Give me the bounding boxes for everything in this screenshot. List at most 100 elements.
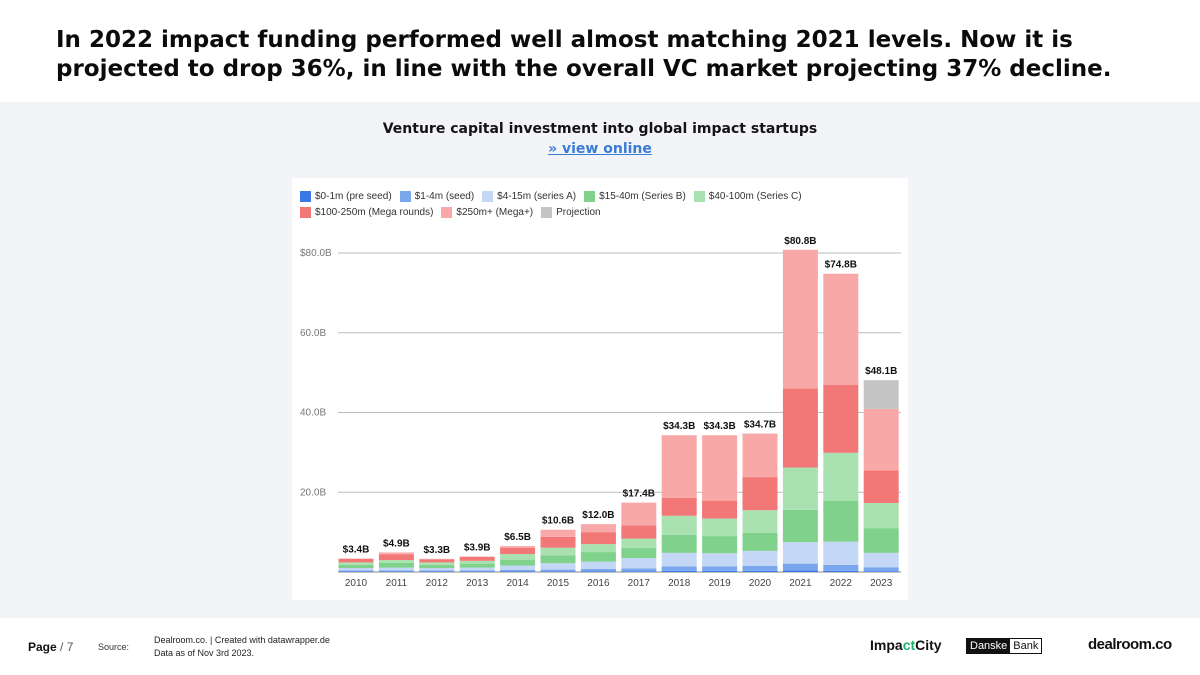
logo-text-highlight: ct <box>902 637 916 653</box>
bar-segment-pre_seed <box>863 571 899 572</box>
bar-segment-series_c <box>580 544 616 553</box>
bar-segment-pre_seed <box>782 570 818 572</box>
bar-total-label: $34.7B <box>744 420 776 431</box>
x-tick-label: 2022 <box>830 578 853 589</box>
bar-segment-series_c <box>661 515 697 535</box>
bar-segment-series_c <box>702 518 738 537</box>
bar-segment-mega <box>419 559 455 563</box>
page-label: Page <box>28 640 57 654</box>
bar-total-label: $12.0B <box>582 510 614 521</box>
legend-label: $40-100m (Series C) <box>708 191 802 202</box>
bar-segment-seed <box>338 570 374 572</box>
slide-title: In 2022 impact funding performed well al… <box>56 27 1112 82</box>
bar-segment-mega <box>500 547 536 555</box>
bar-segment-seed <box>419 570 455 572</box>
bar-segment-series_a <box>742 550 778 567</box>
bar-segment-series_a <box>459 567 495 571</box>
bar-segment-series_a <box>540 563 576 570</box>
bar-segment-mega_plus <box>540 529 576 537</box>
bar-segment-seed <box>621 568 657 572</box>
bar-segment-seed <box>782 563 818 571</box>
bar-segment-mega_plus <box>378 552 414 555</box>
bar-segment-pre_seed <box>702 570 738 572</box>
bar-segment-seed <box>580 568 616 572</box>
bar-segment-mega <box>621 525 657 539</box>
bar-segment-series_b <box>661 534 697 553</box>
x-tick-label: 2016 <box>587 578 610 589</box>
logo-text: Bank <box>1010 639 1042 653</box>
bar-segment-series_b <box>419 564 455 569</box>
source-text: Dealroom.co. | Created with datawrapper.… <box>154 634 330 660</box>
legend-label: $250m+ (Mega+) <box>456 207 534 218</box>
bar-segment-series_a <box>782 542 818 564</box>
bar-total-label: $3.9B <box>464 542 491 553</box>
bar-segment-seed <box>540 569 576 572</box>
y-tick-label: 60.0B <box>300 328 326 339</box>
legend-row: $100-250m (Mega rounds) $250m+ (Mega+) P… <box>300 205 900 220</box>
bar-segment-mega <box>338 558 374 563</box>
bar-segment-mega_plus <box>782 249 818 389</box>
legend-item-series-b: $15-40m (Series B) <box>584 189 686 204</box>
x-tick-label: 2017 <box>628 578 651 589</box>
bar-segment-series_b <box>338 564 374 569</box>
bar-segment-seed <box>378 570 414 572</box>
logo-text: City <box>915 637 942 653</box>
danske-bank-logo: Danske Bank <box>966 638 1043 654</box>
x-tick-label: 2021 <box>789 578 812 589</box>
legend-item-pre-seed: $0-1m (pre seed) <box>300 189 392 204</box>
bar-segment-series_b <box>742 532 778 551</box>
bar-segment-series_c <box>540 547 576 556</box>
y-tick-label: 40.0B <box>300 408 326 419</box>
x-tick-label: 2015 <box>547 578 570 589</box>
bar-segment-series_a <box>702 553 738 567</box>
legend-label: $1-4m (seed) <box>414 191 475 202</box>
bar-total-label: $10.6B <box>542 516 574 527</box>
bar-segment-series_c <box>782 467 818 510</box>
bar-segment-series_b <box>500 559 536 566</box>
legend-label: $4-15m (series A) <box>497 191 577 202</box>
dealroom-logo: dealroom.co <box>1088 636 1172 653</box>
bar-segment-mega <box>540 536 576 548</box>
source-line: Dealroom.co. | Created with datawrapper.… <box>154 635 330 645</box>
bar-segment-series_c <box>823 452 859 501</box>
bar-segment-mega <box>823 384 859 453</box>
x-tick-label: 2014 <box>506 578 529 589</box>
page-total: / 7 <box>60 640 74 654</box>
bar-segment-mega <box>782 388 818 468</box>
bar-segment-series_b <box>378 562 414 568</box>
legend-swatch-series-b <box>584 191 596 202</box>
view-online-link[interactable]: » view online <box>548 141 652 157</box>
legend-label: Projection <box>556 207 601 218</box>
bar-segment-series_c <box>419 562 455 565</box>
source-label: Source: <box>98 642 130 652</box>
bar-total-label: $48.1B <box>865 366 897 377</box>
bar-segment-seed <box>459 570 495 572</box>
bar-total-label: $3.4B <box>343 544 370 555</box>
source-date: Data as of Nov 3rd 2023. <box>154 648 255 658</box>
bar-segment-pre_seed <box>742 570 778 572</box>
bar-segment-series_c <box>621 538 657 549</box>
bar-total-label: $34.3B <box>663 421 695 432</box>
legend-item-mega: $100-250m (Mega rounds) <box>300 205 433 220</box>
bar-segment-series_b <box>782 509 818 543</box>
bar-segment-series_a <box>338 568 374 571</box>
bar-segment-mega <box>702 500 738 519</box>
bar-segment-mega_plus <box>621 502 657 526</box>
bar-segment-series_b <box>580 552 616 562</box>
bar-total-label: $6.5B <box>504 532 531 543</box>
bar-total-label: $74.8B <box>825 260 857 271</box>
bar-segment-pre_seed <box>621 571 657 572</box>
bar-segment-seed <box>500 570 536 572</box>
legend-label: $0-1m (pre seed) <box>315 191 392 202</box>
legend-swatch-pre-seed <box>300 191 311 202</box>
bar-segment-mega <box>580 532 616 545</box>
bar-segment-mega <box>661 497 697 516</box>
legend-swatch-series-a <box>482 191 494 202</box>
bar-segment-series_a <box>580 561 616 569</box>
legend-label: $100-250m (Mega rounds) <box>315 207 434 218</box>
bar-total-label: $80.8B <box>784 236 816 247</box>
legend-item-projection: Projection <box>541 205 601 220</box>
bar-segment-series_c <box>459 560 495 564</box>
bar-total-label: $3.3B <box>423 545 450 556</box>
